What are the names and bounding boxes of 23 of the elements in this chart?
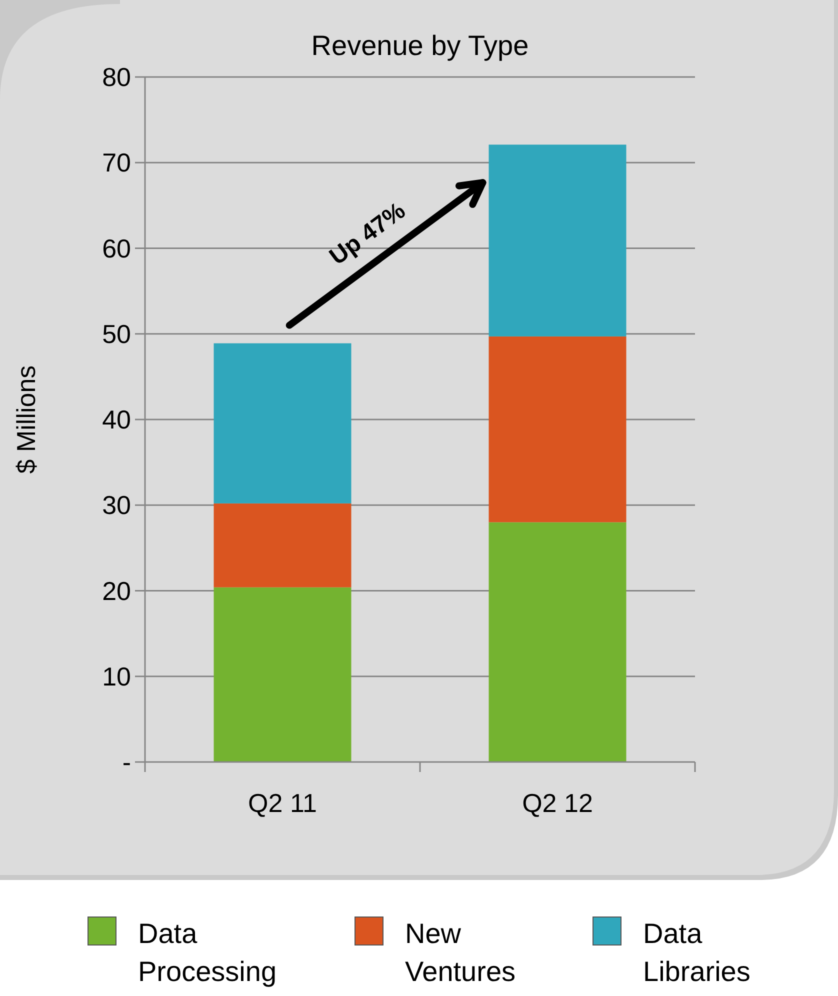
y-tick-label: 70	[102, 148, 131, 178]
legend-label: Data Libraries	[643, 918, 750, 987]
x-tick-label: Q2 11	[248, 788, 317, 818]
bar	[214, 343, 352, 504]
legend-label: New Ventures	[405, 918, 516, 987]
y-tick-label: 10	[102, 661, 131, 692]
legend-label: Data Processing	[138, 918, 277, 987]
y-tick-label: 30	[102, 490, 131, 520]
bar	[214, 503, 352, 588]
bar	[488, 522, 626, 762]
chart-title: Revenue by Type	[311, 30, 529, 61]
y-tick-label: -	[122, 747, 131, 778]
y-tick-label: 60	[102, 233, 131, 264]
y-tick-label: 40	[102, 404, 131, 435]
annotation: Up 47%	[324, 197, 411, 271]
bar	[214, 587, 352, 762]
x-tick-label: Q2 12	[522, 788, 593, 818]
y-tick-label: 80	[102, 62, 131, 92]
y-axis-title: $ Millions	[11, 365, 41, 474]
bar	[488, 336, 626, 522]
bar	[488, 144, 626, 336]
y-tick-label: 50	[102, 318, 131, 349]
y-tick-label: 20	[102, 576, 131, 606]
